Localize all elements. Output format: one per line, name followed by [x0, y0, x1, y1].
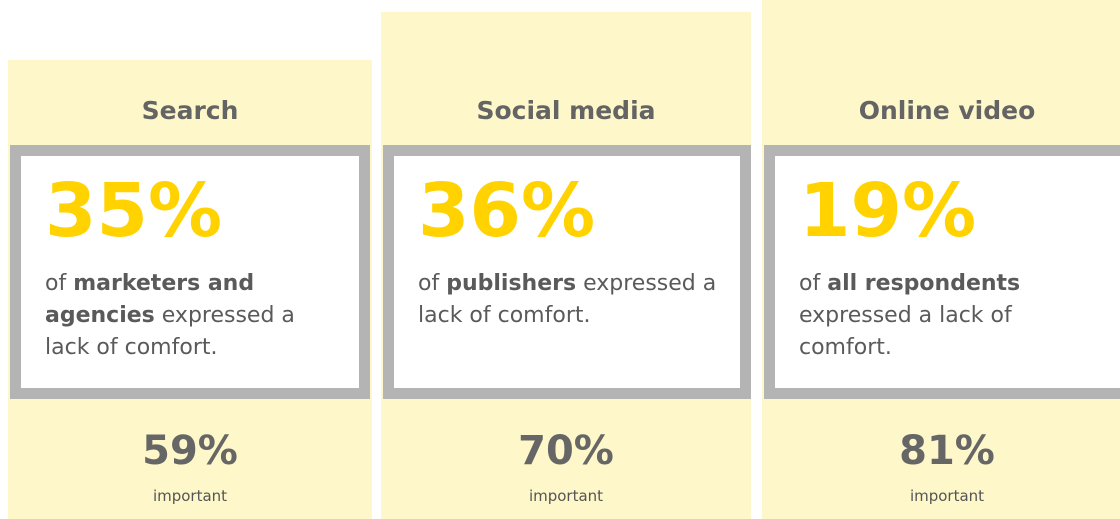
desc-bold: publishers: [446, 271, 577, 296]
card: Online video 19% of all respondents expres…: [762, 0, 1120, 519]
big-percent: 36%: [418, 168, 596, 254]
card: Social media 36% of publishers expressed a…: [381, 12, 751, 519]
desc-text: expressed a lack of comfort.: [45, 303, 295, 360]
desc-bold: marketers and agencies: [45, 271, 255, 328]
big-percent: 19%: [799, 168, 977, 254]
card-box: 35% of marketers and agencies expressed a…: [10, 145, 370, 399]
stat-label: important: [152, 487, 228, 505]
desc-text: of: [799, 271, 821, 296]
desc-bold: all respondents: [827, 271, 1021, 296]
desc-text: of: [418, 271, 440, 296]
stat-percent: 70%: [518, 428, 614, 474]
stat-label: important: [528, 487, 604, 505]
stat-label: important: [909, 487, 985, 505]
big-percent: 35%: [45, 168, 223, 254]
description: of marketers and agencies expressed a la…: [45, 268, 343, 364]
desc-text: expressed a lack of comfort.: [799, 303, 1012, 360]
description: of publishers expressed a lack of comfor…: [418, 268, 724, 332]
card-box: 19% of all respondents expressed a lack o…: [764, 145, 1120, 399]
stat-percent: 59%: [142, 428, 238, 474]
card-title: Search: [141, 96, 239, 125]
description: of all respondents expressed a lack of c…: [799, 268, 1107, 364]
card-box: 36% of publishers expressed a lack of com…: [383, 145, 751, 399]
stat-percent: 81%: [899, 428, 995, 474]
card-title: Social media: [476, 96, 656, 125]
card-title: Online video: [858, 96, 1036, 125]
card: Search 35% of marketers and agencies expre…: [8, 60, 372, 519]
desc-text: of: [45, 271, 67, 296]
desc-text: expressed a lack of comfort.: [418, 271, 717, 328]
